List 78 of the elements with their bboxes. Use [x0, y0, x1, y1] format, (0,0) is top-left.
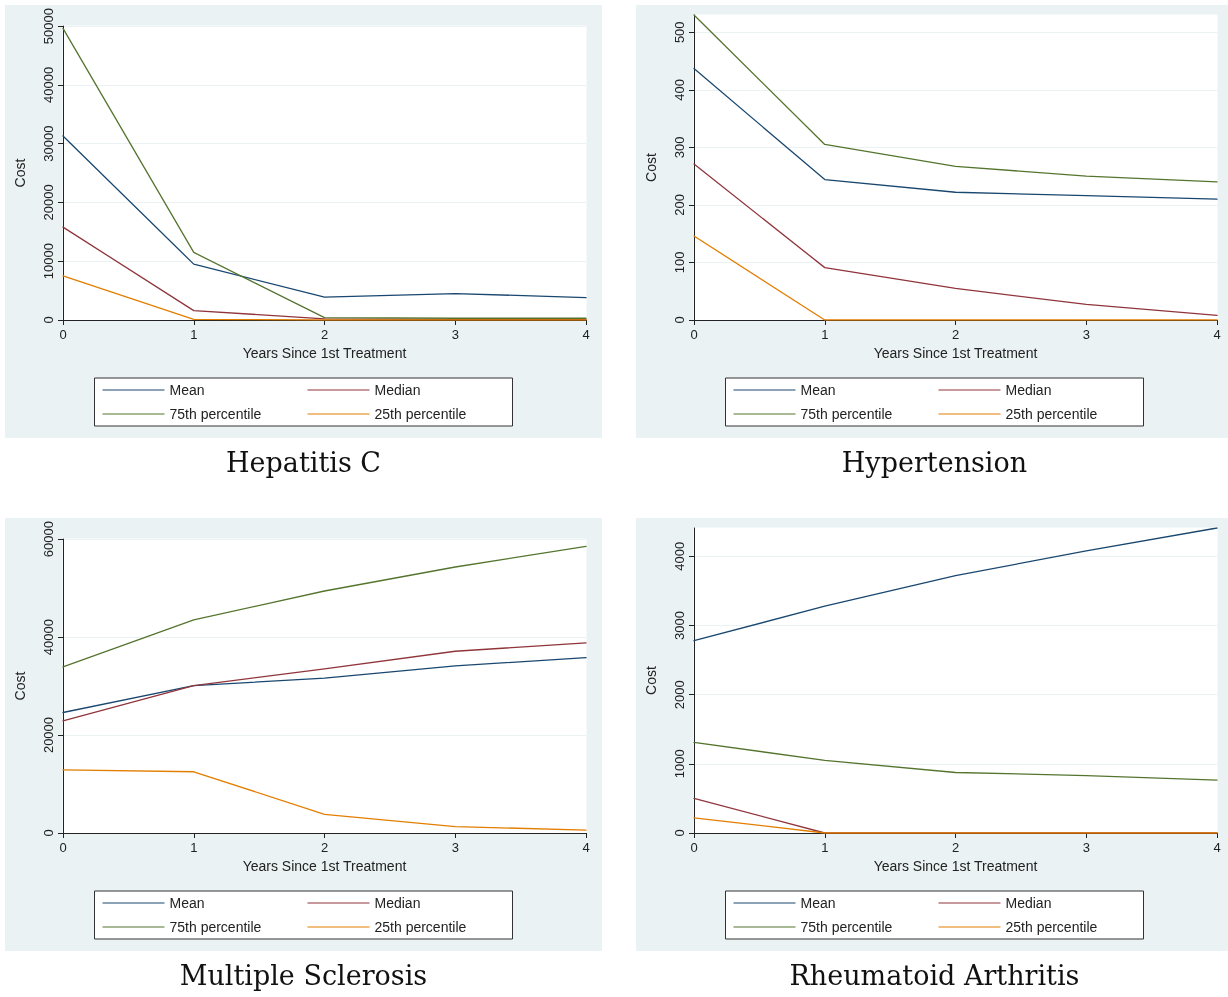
x-tick-label: 2 — [320, 327, 329, 342]
text: Multiple Sclerosis — [178, 960, 429, 991]
line-series — [693, 67, 1218, 200]
text: Rheumatoid Arthritis — [788, 960, 1081, 991]
x-tick-label: 1 — [821, 840, 829, 855]
y-axis-title: Cost — [12, 671, 28, 701]
y-tick-label: 0 — [672, 829, 687, 837]
y-tick-label: 4000 — [672, 541, 687, 571]
x-tick-label: 2 — [951, 840, 960, 855]
x-tick-label: 4 — [1213, 840, 1221, 855]
y-tick-label: 200 — [672, 194, 687, 216]
x-tick-label: 0 — [690, 840, 698, 855]
x-tick-label: 4 — [582, 327, 590, 342]
y-tick-label: 0 — [672, 316, 687, 324]
y-tick-label: 500 — [672, 21, 687, 44]
legend-label: Mean — [800, 895, 836, 911]
y-tick-label: 100 — [672, 251, 687, 274]
x-axis-title: Years Since 1st Treatment — [242, 344, 407, 361]
legend-label: Mean — [169, 382, 205, 398]
legend-label: Median — [1005, 382, 1052, 398]
legend-label: 25th percentile — [374, 919, 467, 935]
x-axis-title: Years Since 1st Treatment — [242, 857, 407, 874]
x-tick-label: 3 — [451, 840, 459, 855]
line-series — [693, 14, 1218, 183]
x-tick-label: 3 — [451, 327, 459, 342]
legend-label: 75th percentile — [169, 919, 262, 935]
x-axis-title: Years Since 1st Treatment — [873, 344, 1038, 361]
legend-label: 25th percentile — [1005, 919, 1098, 935]
x-tick-label: 4 — [582, 840, 590, 855]
line-series — [62, 642, 587, 722]
y-tick-label: 10000 — [41, 243, 56, 280]
text: Hypertension — [840, 447, 1029, 478]
legend-label: Median — [374, 895, 421, 911]
line-series — [62, 545, 587, 668]
legend-label: 75th percentile — [169, 406, 262, 422]
x-tick-label: 4 — [1213, 327, 1221, 342]
y-tick-label: 400 — [672, 78, 687, 101]
line-series — [693, 163, 1218, 317]
legend-label: 75th percentile — [800, 406, 893, 422]
legend-label: 25th percentile — [1005, 406, 1098, 422]
y-tick-label: 40000 — [41, 618, 56, 656]
y-tick-label: 30000 — [41, 125, 56, 162]
y-tick-label: 20000 — [41, 184, 56, 221]
y-tick-label: 40000 — [41, 66, 56, 103]
legend-label: Mean — [169, 895, 205, 911]
legend-label: Median — [374, 382, 421, 398]
y-tick-label: 0 — [41, 316, 56, 324]
y-tick-label: 3000 — [672, 611, 687, 640]
x-tick-label: 1 — [190, 840, 198, 855]
x-tick-label: 0 — [59, 327, 67, 342]
x-tick-label: 3 — [1082, 840, 1090, 855]
y-tick-label: 50000 — [41, 8, 56, 45]
y-axis-title: Cost — [643, 153, 659, 182]
x-tick-label: 1 — [821, 327, 829, 342]
x-tick-label: 2 — [951, 327, 960, 342]
line-series — [62, 135, 587, 299]
y-tick-label: 2000 — [672, 680, 687, 710]
x-tick-label: 0 — [690, 327, 698, 342]
legend-label: 25th percentile — [374, 406, 467, 422]
legend-label: Median — [1005, 895, 1052, 911]
x-tick-label: 2 — [320, 840, 329, 855]
line-series — [693, 527, 1218, 642]
x-axis-title: Years Since 1st Treatment — [873, 857, 1038, 874]
y-tick-label: 300 — [672, 136, 687, 159]
line-series — [693, 741, 1218, 781]
y-tick-label: 1000 — [672, 749, 687, 779]
line-series — [62, 656, 587, 714]
text: Hepatitis C — [225, 447, 382, 478]
legend-label: Mean — [800, 382, 836, 398]
x-tick-label: 0 — [59, 840, 67, 855]
x-tick-label: 1 — [190, 327, 198, 342]
x-tick-label: 3 — [1082, 327, 1090, 342]
legend-label: 75th percentile — [800, 919, 893, 935]
y-tick-label: 20000 — [41, 716, 56, 754]
y-axis-title: Cost — [643, 666, 659, 695]
y-tick-label: 60000 — [41, 521, 56, 558]
y-axis-title: Cost — [12, 158, 28, 188]
y-tick-label: 0 — [41, 829, 56, 837]
